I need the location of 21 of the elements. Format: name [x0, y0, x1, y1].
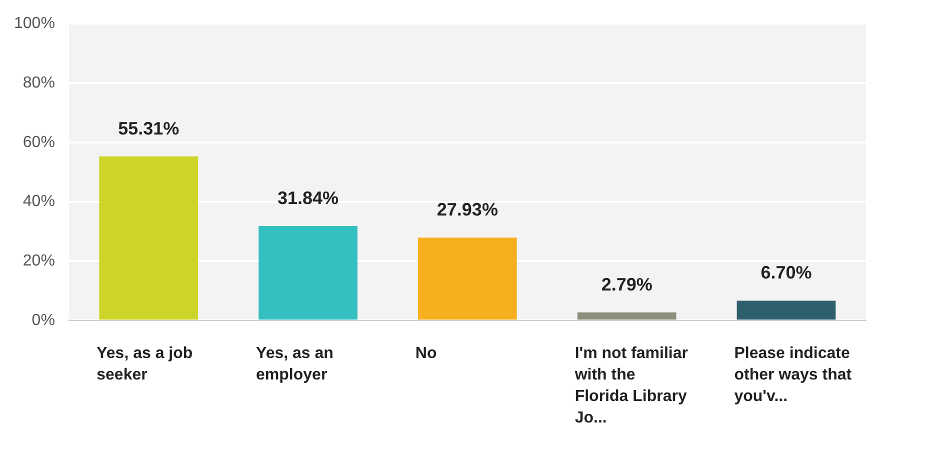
x-tick-label: Yes, as an employer: [256, 344, 334, 384]
bar: [258, 226, 358, 320]
y-tick-label: 40%: [22, 193, 55, 210]
y-tick-label: 0%: [32, 312, 55, 330]
y-tick-label: 80%: [22, 74, 55, 92]
x-tick-label: No: [415, 344, 437, 362]
bar: [418, 238, 517, 320]
data-label: 55.31%: [118, 118, 180, 138]
y-tick-label: 100%: [14, 15, 55, 32]
y-tick-label: 60%: [22, 134, 55, 151]
data-label: 31.84%: [277, 188, 339, 208]
x-tick-label: Yes, as a job seeker: [96, 344, 193, 384]
bar: [99, 156, 198, 320]
data-label: 2.79%: [601, 274, 652, 294]
y-tick-label: 20%: [22, 252, 55, 270]
bar: [577, 312, 676, 320]
data-label: 6.70%: [760, 262, 812, 283]
bar: [736, 300, 836, 320]
x-tick-label: I'm not familiar with the Florida Library Jo...: [574, 344, 688, 427]
x-tick-label: Please indicate other ways that you'v...: [734, 344, 852, 406]
data-label: 27.93%: [436, 200, 498, 220]
